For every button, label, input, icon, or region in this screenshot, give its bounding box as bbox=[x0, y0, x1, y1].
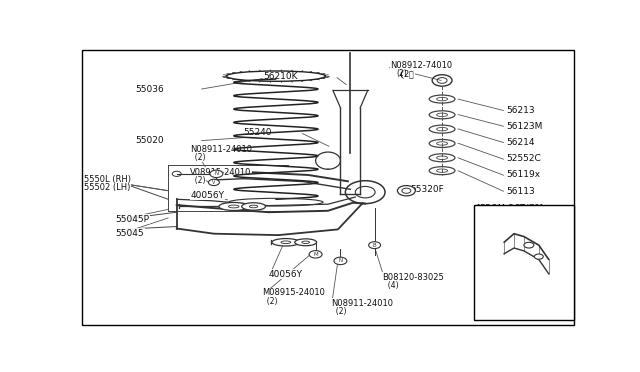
Ellipse shape bbox=[272, 238, 300, 246]
Text: V: V bbox=[212, 180, 216, 185]
Text: 56123M: 56123M bbox=[507, 122, 543, 131]
Text: 56213: 56213 bbox=[507, 106, 535, 115]
Text: 52552C: 52552C bbox=[507, 154, 541, 163]
Circle shape bbox=[210, 170, 223, 177]
Circle shape bbox=[534, 254, 543, 259]
Text: N: N bbox=[214, 171, 218, 176]
Text: 56210K: 56210K bbox=[263, 72, 298, 81]
Text: V08915-24010: V08915-24010 bbox=[190, 168, 252, 177]
Text: 55502 (LH): 55502 (LH) bbox=[84, 183, 131, 192]
Text: 40056Y: 40056Y bbox=[269, 270, 303, 279]
Text: 40056Y: 40056Y bbox=[190, 190, 224, 199]
Text: 5550L (RH): 5550L (RH) bbox=[84, 175, 131, 184]
Circle shape bbox=[209, 179, 220, 186]
Text: (2): (2) bbox=[190, 176, 205, 185]
Circle shape bbox=[334, 257, 347, 264]
Text: M08915-24010: M08915-24010 bbox=[262, 288, 325, 298]
Circle shape bbox=[524, 242, 534, 248]
Text: (4): (4) bbox=[383, 281, 398, 290]
Text: 55036: 55036 bbox=[136, 84, 164, 93]
Text: ❨2⥩: ❨2⥩ bbox=[399, 69, 414, 78]
Text: (2): (2) bbox=[332, 307, 347, 315]
Text: 56113: 56113 bbox=[507, 186, 535, 196]
Bar bbox=[474, 205, 573, 320]
Ellipse shape bbox=[242, 203, 266, 210]
Circle shape bbox=[397, 186, 415, 196]
Text: 55240: 55240 bbox=[243, 128, 271, 137]
Text: N08911-24010: N08911-24010 bbox=[190, 145, 252, 154]
Text: 56119x: 56119x bbox=[507, 170, 541, 179]
Text: M: M bbox=[314, 252, 318, 257]
Text: 55320F: 55320F bbox=[410, 185, 444, 194]
Circle shape bbox=[309, 251, 322, 258]
Text: 55501F (RH): 55501F (RH) bbox=[481, 281, 533, 290]
Text: 55020: 55020 bbox=[136, 136, 164, 145]
Text: 55045P: 55045P bbox=[116, 215, 150, 224]
Text: B: B bbox=[373, 243, 376, 248]
Text: (2): (2) bbox=[262, 296, 278, 305]
Circle shape bbox=[369, 242, 381, 248]
Text: 56214: 56214 bbox=[507, 138, 535, 147]
Text: 55045: 55045 bbox=[116, 229, 145, 238]
Text: (2): (2) bbox=[190, 153, 205, 162]
Text: N08912-74010: N08912-74010 bbox=[390, 61, 452, 70]
Text: (2): (2) bbox=[396, 69, 406, 78]
Text: N: N bbox=[339, 259, 342, 263]
Ellipse shape bbox=[219, 202, 248, 211]
Text: B08120-83025: B08120-83025 bbox=[383, 273, 444, 282]
Text: 55501G (LH): 55501G (LH) bbox=[481, 289, 534, 298]
Text: [FROM OCT.'79]: [FROM OCT.'79] bbox=[477, 203, 543, 212]
Text: A431A 0181: A431A 0181 bbox=[502, 314, 553, 323]
Text: N08911-24010: N08911-24010 bbox=[332, 298, 394, 308]
Ellipse shape bbox=[295, 239, 317, 246]
